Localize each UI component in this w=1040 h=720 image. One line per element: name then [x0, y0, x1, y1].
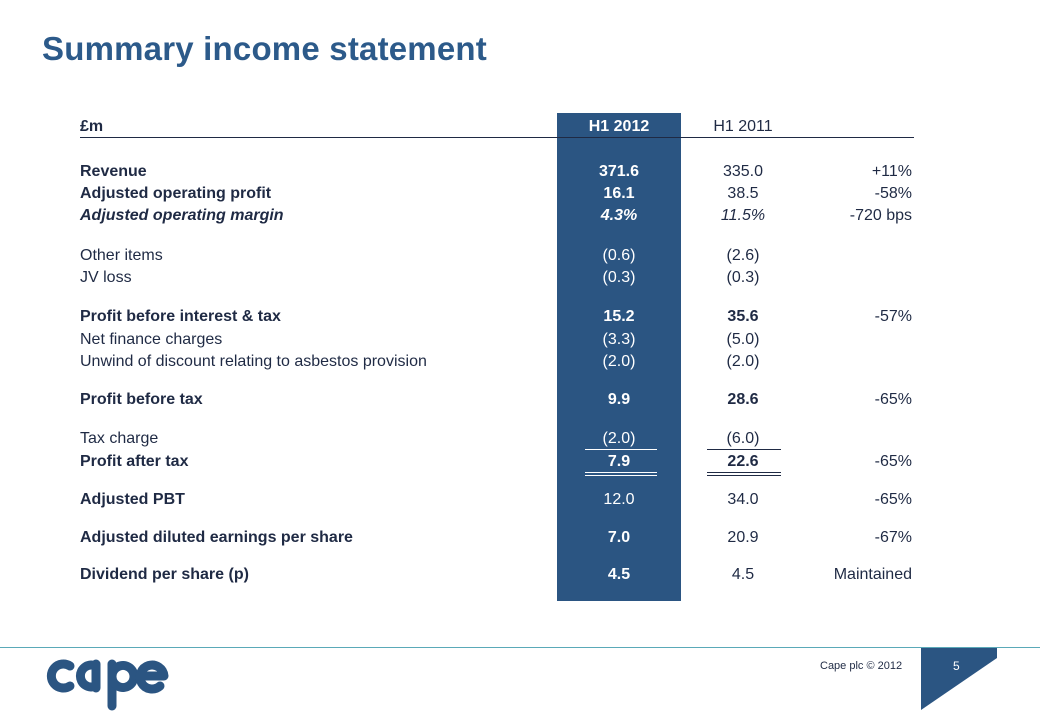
adjusted-operating-margin-h1-2012: 4.3%	[600, 207, 638, 224]
h1-2012-column-highlight	[557, 113, 681, 601]
revenue-h1-2012: 371.6	[598, 163, 640, 180]
row-label-adjusted-operating-profit: Adjusted operating profit	[80, 185, 272, 202]
net-finance-charges-h1-2011: (5.0)	[726, 331, 760, 348]
row-label-profit-before-interest-and-tax: Profit before interest & tax	[80, 308, 281, 325]
row-label-adjusted-pbt: Adjusted PBT	[80, 491, 185, 508]
header-rule	[80, 137, 914, 138]
page-title: Summary income statement	[42, 30, 487, 67]
total-double-rule-top-h1-2011	[707, 472, 781, 473]
page-number-badge	[921, 648, 997, 710]
adjusted-pbt-h1-2011: 34.0	[727, 491, 759, 508]
unwind-of-discount-h1-2012: (2.0)	[602, 353, 636, 370]
profit-after-tax-h1-2011: 22.6	[727, 453, 759, 470]
row-label-adjusted-operating-margin: Adjusted operating margin	[80, 207, 284, 224]
footer-divider	[0, 647, 1040, 648]
other-items-h1-2011: (2.6)	[726, 247, 760, 264]
dividend-per-share-change: Maintained	[833, 566, 912, 583]
total-double-rule-bottom-h1-2012	[585, 475, 657, 476]
profit-after-tax-change: -65%	[874, 453, 912, 470]
column-header-h1-2012: H1 2012	[588, 118, 650, 135]
dividend-per-share-h1-2011: 4.5	[731, 566, 755, 583]
revenue-change: +11%	[871, 163, 912, 180]
adjusted-pbt-change: -65%	[874, 491, 912, 508]
row-label-profit-after-tax: Profit after tax	[80, 453, 189, 470]
tax-charge-h1-2012: (2.0)	[602, 430, 636, 447]
profit-after-tax-h1-2012: 7.9	[607, 453, 631, 470]
jv-loss-h1-2012: (0.3)	[602, 269, 636, 286]
unwind-of-discount-h1-2011: (2.0)	[726, 353, 760, 370]
adjusted-diluted-eps-h1-2012: 7.0	[607, 529, 631, 546]
subtotal-rule-h1-2012	[585, 449, 657, 450]
pbit-h1-2012: 15.2	[603, 308, 635, 325]
adjusted-pbt-h1-2012: 12.0	[603, 491, 635, 508]
page-number: 5	[953, 659, 960, 673]
adjusted-operating-margin-change: -720 bps	[849, 207, 912, 224]
adjusted-operating-profit-change: -58%	[874, 185, 912, 202]
net-finance-charges-h1-2012: (3.3)	[602, 331, 636, 348]
row-label-adjusted-diluted-eps: Adjusted diluted earnings per share	[80, 529, 353, 546]
subtotal-rule-h1-2011	[707, 449, 781, 450]
dividend-per-share-h1-2012: 4.5	[607, 566, 631, 583]
currency-label: £m	[80, 118, 104, 135]
row-label-tax-charge: Tax charge	[80, 430, 159, 447]
revenue-h1-2011: 335.0	[722, 163, 764, 180]
column-header-h1-2011: H1 2011	[713, 118, 773, 135]
profit-before-tax-change: -65%	[874, 391, 912, 408]
profit-before-tax-h1-2012: 9.9	[607, 391, 631, 408]
copyright-text: Cape plc © 2012	[820, 660, 903, 672]
pbit-h1-2011: 35.6	[727, 308, 759, 325]
adjusted-operating-profit-h1-2011: 38.5	[727, 185, 759, 202]
other-items-h1-2012: (0.6)	[602, 247, 636, 264]
row-label-other-items: Other items	[80, 247, 163, 264]
tax-charge-h1-2011: (6.0)	[726, 430, 760, 447]
row-label-jv-loss: JV loss	[80, 269, 132, 286]
row-label-dividend-per-share: Dividend per share (p)	[80, 566, 249, 583]
row-label-net-finance-charges: Net finance charges	[80, 331, 223, 348]
adjusted-diluted-eps-h1-2011: 20.9	[727, 529, 759, 546]
pbit-change: -57%	[874, 308, 912, 325]
total-double-rule-bottom-h1-2011	[707, 475, 781, 476]
row-label-unwind-of-discount: Unwind of discount relating to asbestos …	[80, 353, 427, 370]
profit-before-tax-h1-2011: 28.6	[727, 391, 759, 408]
jv-loss-h1-2011: (0.3)	[726, 269, 760, 286]
adjusted-operating-margin-h1-2011: 11.5%	[720, 207, 766, 224]
row-label-profit-before-tax: Profit before tax	[80, 391, 203, 408]
total-double-rule-top-h1-2012	[585, 472, 657, 473]
adjusted-diluted-eps-change: -67%	[874, 529, 912, 546]
cape-logo	[46, 659, 169, 711]
adjusted-operating-profit-h1-2012: 16.1	[603, 185, 635, 202]
row-label-revenue: Revenue	[80, 163, 147, 180]
